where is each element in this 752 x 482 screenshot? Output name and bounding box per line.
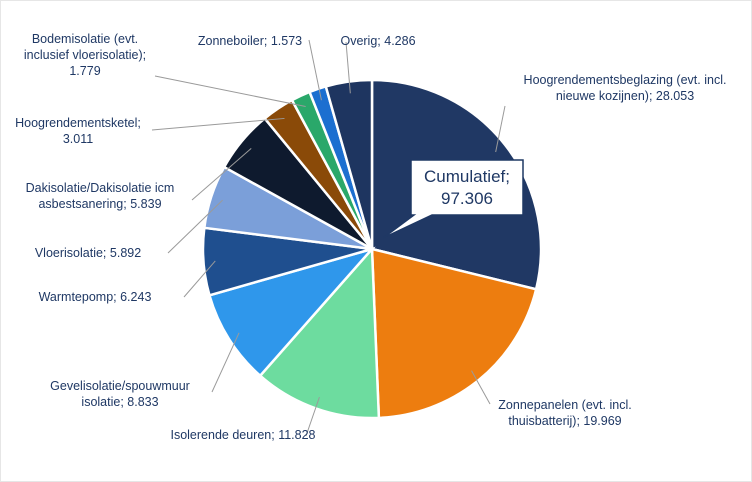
slice-label: Hoogrendementsketel; 3.011 <box>3 115 153 147</box>
leader-line <box>345 41 351 94</box>
slice-value: 19.969 <box>583 414 622 428</box>
leader-line <box>308 39 322 101</box>
pie-slice <box>324 78 374 250</box>
slice-category: Hoogrendementsketel; <box>15 116 141 130</box>
leader-line <box>167 199 223 254</box>
slice-label: Zonnepanelen (evt. incl. thuisbatterij);… <box>490 397 640 429</box>
slice-category: Isolerende deuren; <box>170 428 275 442</box>
leader-line <box>154 75 306 108</box>
slice-value: 1.573 <box>270 34 303 48</box>
slice-value: 8.833 <box>127 395 159 409</box>
slice-label: Gevelisolatie/spouwmuur isolatie; 8.833 <box>40 378 200 410</box>
leader-line <box>495 105 506 153</box>
slice-category: Warmtepomp; <box>38 290 117 304</box>
slice-category: Hoogrendementsbeglazing (evt. incl. nieu… <box>523 73 727 103</box>
slice-label: Isolerende deuren; 11.828 <box>168 427 318 443</box>
slice-label: Dakisolatie/Dakisolatie icm asbestsaneri… <box>0 180 200 212</box>
slice-value: 3.011 <box>62 132 94 146</box>
leader-line <box>471 370 491 405</box>
pie-slice <box>370 247 538 420</box>
slice-category: Bodemisolatie (evt. inclusief vloerisola… <box>23 32 147 62</box>
annotation: Cumulatief; 97.306 <box>424 166 510 208</box>
slice-label: Vloerisolatie; 5.892 <box>13 245 163 261</box>
slice-category: Gevelisolatie/spouwmuur isolatie; <box>50 379 190 409</box>
slice-value: 6.243 <box>120 290 152 304</box>
leader-line <box>151 117 285 131</box>
slice-category: Zonneboiler; <box>197 34 268 48</box>
leader-line <box>191 148 252 201</box>
slice-value: 28.053 <box>655 89 695 103</box>
slice-value: 11.828 <box>278 428 316 442</box>
annotation-box <box>382 159 524 239</box>
slice-label: Bodemisolatie (evt. inclusief vloerisola… <box>10 31 160 79</box>
slice-category: Overig; <box>340 34 381 48</box>
slice-label: Hoogrendementsbeglazing (evt. incl. nieu… <box>520 72 730 104</box>
slice-category: Vloerisolatie; <box>34 246 107 260</box>
leader-line <box>305 396 320 437</box>
leader-line <box>183 260 216 298</box>
slice-label: Overig; 4.286 <box>323 33 433 49</box>
slice-label: Zonneboiler; 1.573 <box>185 33 315 49</box>
leader-line <box>211 332 240 393</box>
slice-value: 5.839 <box>130 197 162 211</box>
slice-value: 4.286 <box>384 34 416 48</box>
slice-category: Zonnepanelen (evt. incl. thuisbatterij); <box>498 398 632 428</box>
pie-slice <box>207 246 376 378</box>
slice-category: Dakisolatie/Dakisolatie icm asbestsaneri… <box>25 181 175 211</box>
slice-label: Warmtepomp; 6.243 <box>10 289 180 305</box>
slice-value: 5.892 <box>109 246 142 260</box>
slice-value: 1.779 <box>69 64 101 78</box>
